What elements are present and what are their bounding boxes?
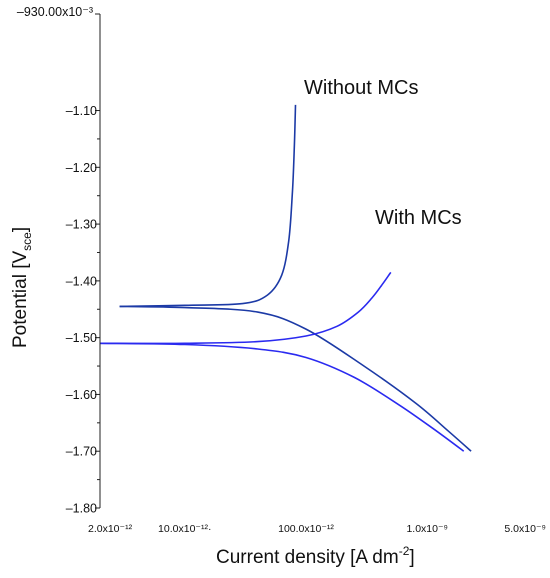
y-axis-title-subscript: sce: [20, 232, 34, 251]
y-tick-label: –1.40: [66, 274, 97, 288]
y-tick-label: –1.70: [66, 445, 97, 459]
x-tick-label: 10.0x10⁻¹²·: [158, 523, 211, 535]
x-axis-title: Current density [A dm-2]: [216, 544, 415, 568]
y-tick-label: –1.50: [66, 331, 97, 345]
x-axis-title-main: Current density [A dm: [216, 547, 399, 568]
y-axis-title-main: Potential [V: [10, 251, 31, 348]
x-tick-label: 2.0x10⁻¹²: [88, 523, 133, 535]
y-tick-label: –1.30: [66, 218, 97, 232]
x-tick-label: 100.0x10⁻¹²: [278, 523, 334, 535]
series-line-without-mcs-anodic: [119, 104, 297, 308]
x-tick-label: 5.0x10⁻⁹: [504, 523, 546, 535]
x-axis-title-close: ]: [409, 547, 414, 568]
annotation-with-mcs: With MCs: [375, 207, 462, 229]
y-axis-title: Potential [Vsce]: [10, 227, 34, 348]
x-axis-title-superscript: -2: [399, 544, 410, 558]
y-tick-label: –1.60: [66, 388, 97, 402]
axis-ticks: –1.10 –1.20 –1.30 –1.40 –1.50 –1.60 –1.70 –1.80…: [66, 13, 546, 535]
y-tick-label: –1.80: [66, 502, 97, 516]
annotation-without-mcs: Without MCs: [304, 77, 418, 99]
series-line-without-mcs-cathodic: [119, 305, 472, 452]
y-tick-label: –1.10: [66, 104, 97, 118]
x-tick-label: 1.0x10⁻⁹: [406, 523, 448, 535]
y-tick-label: –1.20: [66, 161, 97, 175]
series-line-with-mcs-cathodic: [99, 342, 465, 452]
series-line-with-mcs-anodic: [99, 271, 392, 345]
y-axis-title-close: ]: [10, 227, 31, 232]
y-axis-top-label: –930.00x10⁻³: [17, 5, 93, 19]
chart-series: [99, 104, 472, 452]
